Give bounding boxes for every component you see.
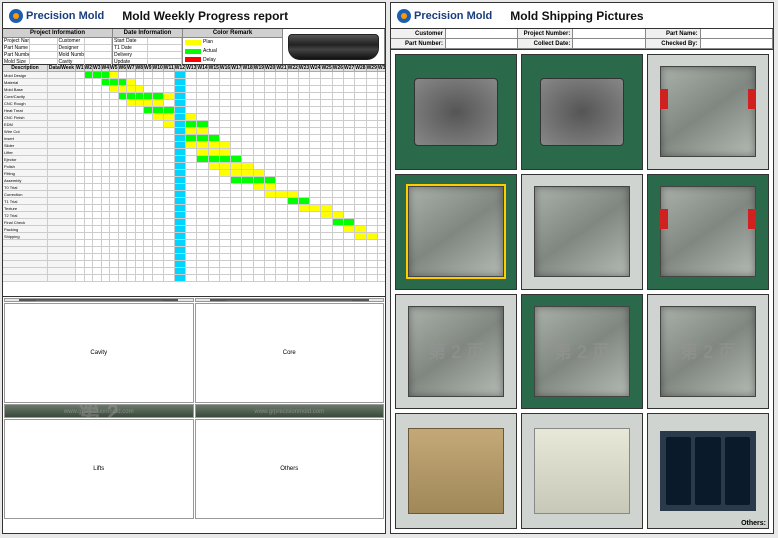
gantt-desc: EDM: [3, 121, 48, 128]
left-photos: Cavity Core 第 2 www.grprecisionmold.com …: [3, 297, 385, 533]
shipping-photo: 第 2 页: [521, 294, 643, 410]
logo-icon: [397, 9, 411, 23]
gantt-desc: T0 Trial: [3, 184, 48, 191]
gantt-desc: Assembly: [3, 177, 48, 184]
gantt-desc: Polish: [3, 163, 48, 170]
gantt-desc: Core/Cavity: [3, 93, 48, 100]
gantt-desc: [3, 240, 48, 247]
logo-right: Precision Mold: [397, 9, 492, 23]
shipping-pictures-doc: Precision Mold Mold Shipping Pictures Cu…: [390, 2, 774, 534]
part-image: [288, 34, 379, 60]
left-header: Precision Mold Mold Weekly Progress repo…: [3, 3, 385, 29]
shipping-photo: [521, 174, 643, 290]
gantt-desc: Mold Base: [3, 86, 48, 93]
gantt-desc: CNC Rough: [3, 100, 48, 107]
cap-lifts: Lifts: [4, 419, 194, 519]
url-text: www.grprecisionmold.com: [64, 409, 134, 415]
gantt-desc: Mold Design: [3, 72, 48, 79]
shipping-photo: [395, 54, 517, 170]
photo-core: [195, 298, 385, 302]
part-preview: [283, 29, 385, 64]
logo-left: Precision Mold: [9, 9, 104, 23]
gantt-desc: Correction: [3, 191, 48, 198]
gantt-desc: Fitting: [3, 170, 48, 177]
shipping-photo: [395, 413, 517, 529]
shipping-photo: 第 2 页: [395, 294, 517, 410]
shipping-photo: [521, 413, 643, 529]
gantt-desc: Final Check: [3, 219, 48, 226]
gantt-desc: CNC Finish: [3, 114, 48, 121]
gantt-desc: T1 Trial: [3, 198, 48, 205]
cap-core: Core: [195, 303, 385, 403]
gantt-desc: [3, 268, 48, 275]
gantt-desc: Material: [3, 79, 48, 86]
gantt-desc: T2 Trial: [3, 212, 48, 219]
gantt-desc: Insert: [3, 135, 48, 142]
gantt-desc: Shipping: [3, 233, 48, 240]
gantt-desc: [3, 254, 48, 261]
shipping-photo-grid: 第 2 页第 2 页第 2 页Others:: [391, 50, 773, 533]
shipping-info-table: Customer Number:Project Number:Part Name…: [391, 29, 773, 50]
pi-head: Project Information: [3, 29, 112, 38]
gantt-desc: Heat Treat: [3, 107, 48, 114]
gantt-desc: Texture: [3, 205, 48, 212]
cr-head: Color Remark: [183, 29, 282, 38]
logo-text: Precision Mold: [26, 10, 104, 22]
gantt-desc: Slider: [3, 142, 48, 149]
photo-cavity: [4, 298, 194, 302]
logo-icon: [9, 9, 23, 23]
gantt-desc: Packing: [3, 226, 48, 233]
gantt-desc: [3, 247, 48, 254]
info-bar: Project Information Project NameCustomer…: [3, 29, 385, 65]
gantt-chart: DescriptionData/WeekW1W2W3W4W5W6W7W8W9W1…: [3, 65, 385, 297]
gantt-desc: [3, 261, 48, 268]
shipping-photo: Others:: [647, 413, 769, 529]
gantt-desc: [3, 275, 48, 282]
cap-cavity: Cavity: [4, 303, 194, 403]
right-title: Mold Shipping Pictures: [510, 9, 643, 23]
left-title: Mold Weekly Progress report: [122, 9, 288, 23]
shipping-photo: [395, 174, 517, 290]
right-header: Precision Mold Mold Shipping Pictures: [391, 3, 773, 29]
logo-text: Precision Mold: [414, 10, 492, 22]
cap-others: Others: [195, 419, 385, 519]
shipping-photo: 第 2 页: [647, 294, 769, 410]
gantt-desc: Lifter: [3, 149, 48, 156]
di-head: Date Information: [113, 29, 182, 38]
url-text: www.grprecisionmold.com: [254, 409, 324, 415]
shipping-photo: [521, 54, 643, 170]
gantt-desc: Ejector: [3, 156, 48, 163]
photo-others: www.grprecisionmold.com: [195, 404, 385, 418]
progress-report-doc: Precision Mold Mold Weekly Progress repo…: [2, 2, 386, 534]
shipping-photo: [647, 54, 769, 170]
shipping-photo: [647, 174, 769, 290]
photo-lifts: 第 2 www.grprecisionmold.com: [4, 404, 194, 418]
gantt-desc: Wire Cut: [3, 128, 48, 135]
